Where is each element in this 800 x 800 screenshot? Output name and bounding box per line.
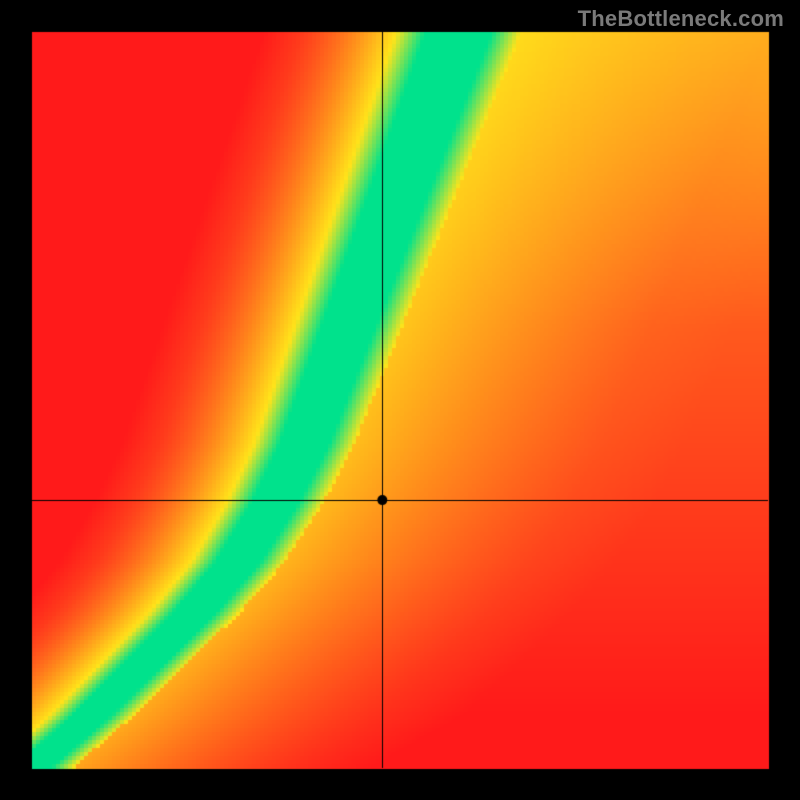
bottleneck-heatmap xyxy=(0,0,800,800)
chart-container: TheBottleneck.com xyxy=(0,0,800,800)
watermark-text: TheBottleneck.com xyxy=(578,6,784,32)
